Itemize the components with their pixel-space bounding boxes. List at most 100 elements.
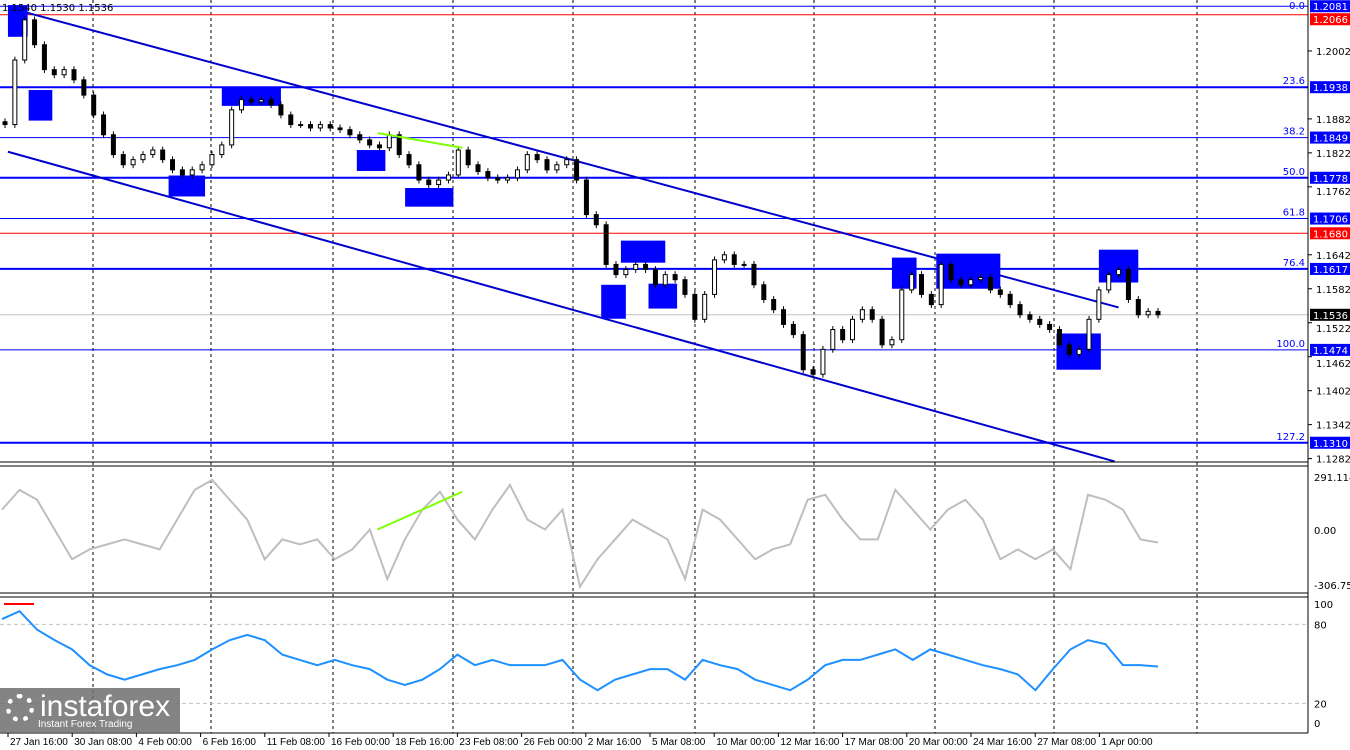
candle-body <box>61 69 67 76</box>
candle-body <box>1076 348 1082 355</box>
y-tick-label: 1.1582 <box>1316 285 1350 296</box>
candle-body <box>91 94 97 116</box>
x-tick-label: 27 Mar 08:00 <box>1037 737 1096 748</box>
candle-body <box>170 159 176 171</box>
candle-body <box>1007 293 1013 306</box>
candle-body <box>317 124 323 129</box>
candle-body <box>1037 318 1043 325</box>
candle-body <box>918 274 924 295</box>
candle-body <box>721 254 727 261</box>
candle-body <box>426 179 432 186</box>
candle-body <box>268 99 274 106</box>
channel-lower-line <box>7 150 1115 463</box>
fib-price-tag: 1.1938 <box>1313 83 1348 94</box>
candle-body <box>1017 304 1023 316</box>
x-tick-label: 18 Feb 16:00 <box>395 737 454 748</box>
x-tick-label: 23 Feb 08:00 <box>459 737 518 748</box>
candle-body <box>1047 323 1053 331</box>
candle-body <box>702 293 708 320</box>
candle-body <box>495 177 501 181</box>
grid <box>92 0 1198 733</box>
candle-body <box>465 149 471 166</box>
cci-panel <box>1 478 1159 590</box>
candle-body <box>731 254 737 265</box>
candle-body <box>248 99 254 103</box>
candle-body <box>741 263 747 266</box>
cci-tick-label: 0.00 <box>1314 526 1336 537</box>
candle-body <box>712 259 718 295</box>
candle-body <box>229 109 235 146</box>
x-tick-label: 24 Mar 16:00 <box>973 737 1032 748</box>
pattern-box <box>168 175 206 197</box>
y-tick-label: 1.2002 <box>1316 47 1350 58</box>
candle-body <box>357 134 363 141</box>
candle-body <box>997 289 1003 295</box>
candle-body <box>958 279 964 286</box>
candle-body <box>771 299 777 311</box>
fib-price-tag: 1.1617 <box>1313 265 1348 276</box>
fib-price-tag: 1.1849 <box>1313 134 1348 145</box>
y-tick-label: 1.1642 <box>1316 251 1350 262</box>
rsi-tick-label: 0 <box>1314 719 1320 730</box>
fib-level-label: 127.2 <box>1276 432 1305 443</box>
candle-body <box>298 124 304 127</box>
candle-body <box>416 164 422 181</box>
candle-body <box>307 124 313 129</box>
x-tick-label: 1 Apr 00:00 <box>1101 737 1153 748</box>
price-panel: 0.0 23.6 38.2 50.0 61.8 76.4 100.0 127.2 <box>0 1 1308 463</box>
instaforex-logo: instaforex Instant Forex Trading <box>0 688 180 733</box>
candle-body <box>574 159 580 181</box>
fib-price-tag-bg <box>1310 81 1350 94</box>
candle-body <box>189 169 195 176</box>
x-tick-label: 10 Mar 00:00 <box>716 737 775 748</box>
candle-body <box>110 134 116 156</box>
x-tick-label: 17 Mar 08:00 <box>845 737 904 748</box>
fib-price-tag: 1.1706 <box>1313 215 1348 226</box>
fib-price-tag-bg <box>1310 0 1350 13</box>
candle-body <box>239 99 245 111</box>
cci-line <box>1 478 1159 590</box>
x-tick-label: 6 Feb 16:00 <box>203 737 257 748</box>
rsi-panel <box>0 603 1308 704</box>
candle-body <box>1027 314 1033 320</box>
current-price-tag: 1.1536 <box>1313 311 1348 322</box>
rsi-tick-label: 80 <box>1314 620 1327 631</box>
candle-body <box>692 293 698 320</box>
x-tick-label: 12 Mar 16:00 <box>780 737 839 748</box>
fib-price-tag-bg <box>1310 262 1350 275</box>
candle-body <box>682 279 688 295</box>
candle-body <box>879 318 885 346</box>
candle-body <box>455 149 461 176</box>
candle-body <box>859 309 865 320</box>
x-tick-label: 2 Mar 16:00 <box>588 737 642 748</box>
fib-price-tag-bg <box>1310 343 1350 356</box>
x-tick-label: 26 Feb 00:00 <box>524 737 583 748</box>
candle-body <box>643 263 649 271</box>
candle-body <box>564 159 570 166</box>
candle-body <box>337 127 343 131</box>
fib-level-label: 76.4 <box>1283 258 1305 269</box>
candle-body <box>1116 269 1122 276</box>
candle-body <box>51 69 57 76</box>
pattern-box <box>620 240 666 263</box>
resistance-price-tag: 1.1680 <box>1313 229 1348 240</box>
candle-body <box>327 124 333 129</box>
pattern-box <box>356 150 386 171</box>
candle-body <box>347 129 353 136</box>
y-tick-label: 1.1522 <box>1316 324 1350 335</box>
y-tick-label: 1.1342 <box>1316 421 1350 432</box>
rsi-line <box>1 609 1159 692</box>
candle-body <box>800 334 806 371</box>
fib-level-label: 38.2 <box>1283 127 1305 138</box>
fib-price-tag: 1.2081 <box>1313 2 1348 13</box>
fib-level-label: 50.0 <box>1283 167 1305 178</box>
candle-body <box>761 284 767 301</box>
candle-body <box>485 171 491 179</box>
candle-body <box>1155 310 1161 316</box>
candle-body <box>909 274 915 291</box>
divergence-line <box>377 132 463 149</box>
candle-body <box>978 276 984 281</box>
candle-body <box>820 348 826 375</box>
candle-body <box>810 369 816 375</box>
